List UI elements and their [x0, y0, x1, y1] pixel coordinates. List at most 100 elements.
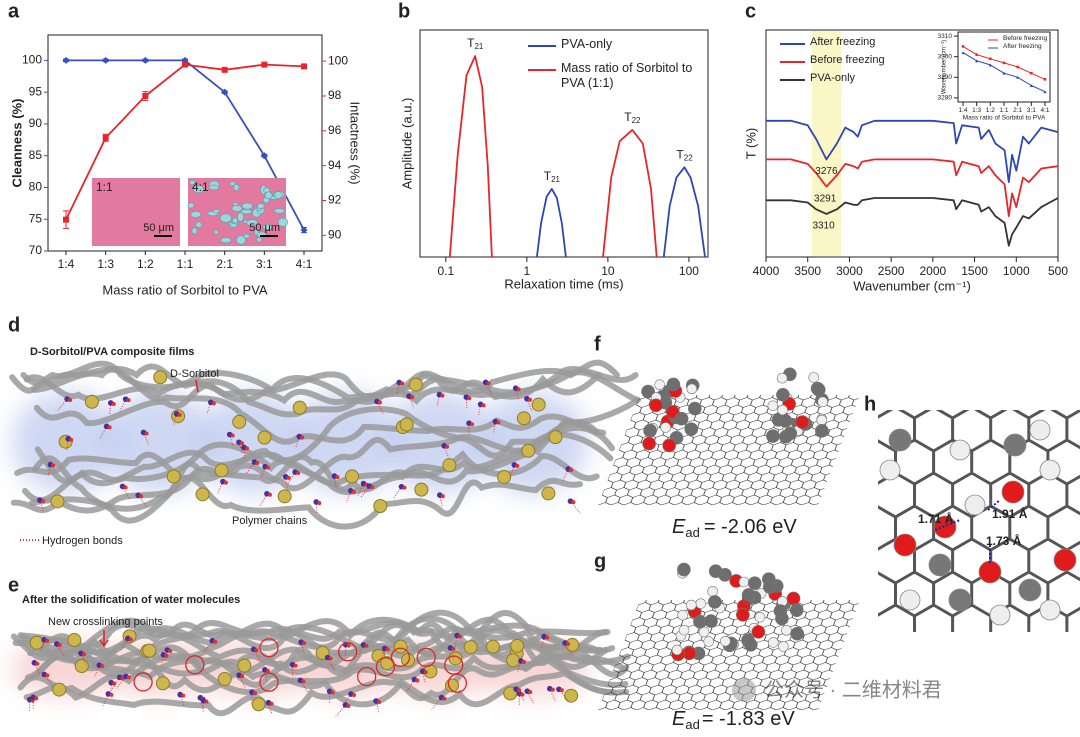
water-o	[317, 500, 322, 505]
hydrogen-bond	[179, 694, 185, 707]
graphene-top: 1.71 Å 1.91 Å 1.73 Å	[878, 410, 1080, 632]
hydrogen-bond	[109, 402, 112, 416]
panel-label: c	[745, 0, 756, 22]
hydrogen-bond	[268, 702, 273, 715]
legend-label-box: After freezing	[1003, 43, 1042, 50]
callout: D-Sorbitol	[170, 368, 219, 380]
atom	[899, 589, 921, 611]
symbol: E	[672, 708, 686, 730]
sorbitol	[564, 688, 579, 703]
x-tick-label: 2500	[878, 264, 905, 278]
atom	[736, 607, 750, 622]
atom	[766, 429, 780, 443]
atom	[641, 384, 655, 399]
hydrogen-bond	[47, 464, 51, 477]
atom	[747, 576, 762, 591]
polymer-chain	[32, 637, 630, 696]
x-axis-title: Wavenumber (cm⁻¹)	[853, 278, 971, 293]
x-tick-label: 4:1	[296, 257, 313, 271]
micrograph-spot	[213, 229, 219, 235]
polymer-chain	[28, 474, 584, 530]
atom	[978, 560, 1002, 584]
legend-label: After freezing	[810, 36, 876, 49]
atom	[741, 588, 756, 602]
x-tick-label: 100	[679, 264, 699, 278]
atom	[686, 383, 698, 395]
marker	[961, 45, 965, 48]
water-o	[385, 647, 390, 652]
peak-symbol: T	[544, 169, 552, 183]
water-o	[265, 668, 270, 673]
legend-label-box: After freezing	[810, 36, 876, 49]
water-o	[517, 688, 522, 693]
hydrogen-bond	[143, 432, 150, 445]
peak-symbol: T	[624, 110, 632, 124]
water-o	[335, 475, 340, 480]
micrograph-spot	[241, 202, 254, 210]
y-axis-title: T (%)	[743, 128, 758, 160]
y-tick-label: 3300	[938, 53, 953, 60]
sorbitol	[541, 486, 556, 501]
atom	[815, 424, 829, 438]
hydrogen-bond	[477, 404, 482, 417]
atom	[776, 387, 790, 402]
water-o	[168, 649, 173, 654]
atom	[948, 588, 972, 612]
water-o	[521, 659, 526, 664]
x-tick-label: 2:1	[1013, 107, 1022, 114]
hydrogen-bond	[333, 476, 337, 489]
hydrogen-bond	[934, 499, 1001, 565]
micrograph-spot	[208, 184, 220, 191]
water-o	[126, 398, 131, 403]
hydrogen-bond	[295, 436, 300, 449]
micrograph-spot	[229, 223, 238, 228]
sorbitol	[67, 633, 82, 648]
y-tick-label: 80	[29, 180, 43, 194]
hydrogen-bond	[238, 442, 243, 455]
water-o	[467, 396, 472, 401]
crosslink	[390, 647, 411, 667]
atom	[677, 562, 691, 577]
x-tick-label: 1:3	[97, 257, 114, 271]
marker	[1016, 65, 1019, 69]
water-o	[35, 661, 40, 666]
water-o	[445, 444, 450, 449]
peak-label: T22	[624, 110, 641, 125]
series-line	[766, 158, 1059, 217]
polymer-chain	[10, 610, 611, 661]
water-o	[481, 403, 486, 408]
panel-label: a	[8, 0, 20, 22]
atom	[684, 422, 699, 436]
water-o	[442, 696, 447, 701]
atom	[933, 515, 957, 539]
panel-label: b	[398, 0, 410, 22]
water-o	[527, 397, 532, 402]
peak-label: T21	[467, 36, 484, 51]
marker	[300, 226, 308, 234]
atom	[767, 400, 779, 412]
micrograph-spot	[190, 211, 202, 218]
atom	[786, 591, 801, 606]
micrograph-spot	[213, 209, 220, 214]
atom	[704, 614, 718, 628]
atom	[888, 428, 912, 452]
sorbitol	[153, 370, 168, 385]
hydrogen-bond	[408, 396, 415, 409]
x-tick-label: 500	[1048, 264, 1068, 278]
polymer-chain	[14, 396, 641, 482]
y-tick-label: 100	[22, 53, 42, 67]
polymer-chain	[32, 419, 600, 512]
water-o	[139, 494, 144, 499]
polymer-chain	[36, 615, 609, 677]
micrograph-spot	[237, 212, 244, 222]
water-o	[252, 691, 257, 696]
atom	[671, 644, 683, 656]
y-axis-title: Cleanness (%)	[9, 99, 24, 188]
water-o	[164, 653, 169, 658]
marker	[221, 88, 229, 96]
x-tick-label: 1:1	[999, 107, 1008, 114]
sorbitol	[510, 638, 525, 653]
peak-subscript: 22	[632, 116, 641, 125]
water-o	[300, 435, 305, 440]
legend-label-box: PVA-only	[810, 72, 855, 84]
